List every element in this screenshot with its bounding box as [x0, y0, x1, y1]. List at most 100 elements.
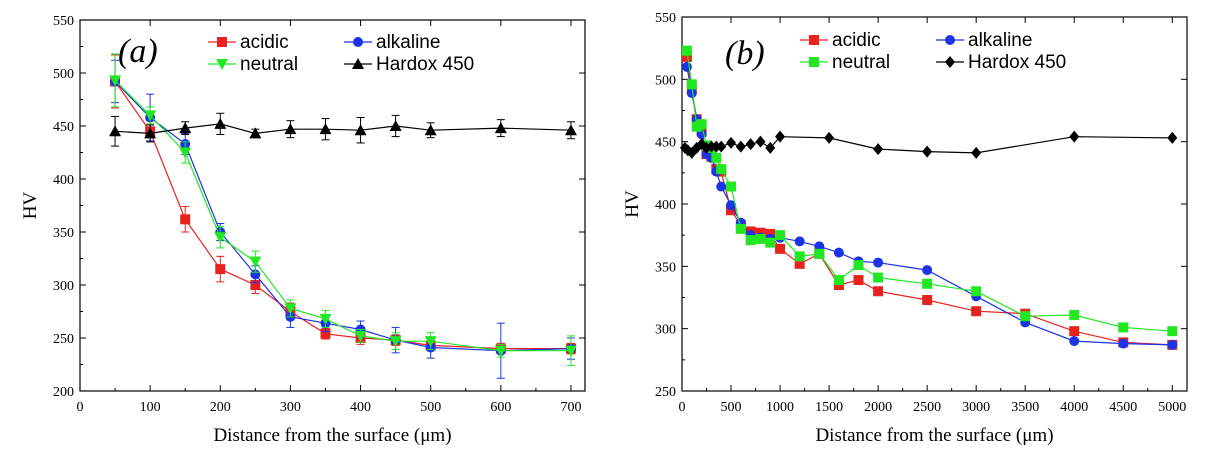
data-point	[1167, 339, 1178, 350]
data-point	[389, 336, 402, 348]
data-point	[249, 256, 262, 268]
data-point	[765, 237, 776, 248]
panel-label: (b)	[725, 35, 765, 72]
data-point	[745, 138, 756, 151]
plot-frame	[79, 19, 586, 392]
data-point	[735, 140, 746, 153]
y-tick-label: 300	[655, 323, 676, 338]
chart-panel-b: 0 500 1000 1500 2000 2500 3000 3500 4000 4500 5000…	[622, 11, 1188, 446]
x-tick-label: 2000	[864, 400, 892, 415]
data-point	[180, 214, 191, 225]
data-point	[922, 265, 933, 276]
data-point	[214, 117, 227, 129]
data-point	[755, 135, 766, 148]
y-tick-label: 300	[53, 279, 74, 294]
data-point	[1069, 309, 1080, 320]
plot-frame	[681, 16, 1188, 392]
series-acidic	[110, 54, 576, 355]
data-point	[1069, 336, 1080, 347]
panel-label: (a)	[118, 33, 158, 70]
y-tick-label: 400	[53, 173, 74, 188]
data-point	[922, 278, 933, 289]
y-axis-title: HV	[622, 190, 643, 218]
x-axis-title: Distance from the surface (μm)	[815, 425, 1053, 446]
data-point	[1069, 130, 1080, 143]
legend-label: acidic	[240, 32, 289, 53]
data-point	[686, 79, 697, 90]
data-point	[1167, 326, 1178, 337]
legend-label: neutral	[240, 54, 298, 75]
data-point	[681, 45, 692, 56]
data-point	[250, 280, 261, 290]
data-point	[726, 181, 737, 192]
data-point	[249, 127, 262, 139]
legend-label: alkaline	[968, 30, 1032, 51]
data-point	[853, 275, 864, 286]
data-point	[755, 233, 766, 244]
data-point	[794, 258, 805, 269]
series-alkaline	[110, 59, 576, 379]
data-point	[726, 136, 737, 149]
series-hardox-450	[679, 130, 1178, 159]
data-point	[922, 294, 933, 305]
series-line	[114, 81, 572, 352]
data-point	[109, 75, 122, 87]
y-tick-label: 250	[53, 332, 74, 347]
data-point	[814, 248, 825, 259]
x-tick-label: 400	[350, 400, 371, 415]
x-tick-label: 500	[420, 400, 441, 415]
data-point	[711, 152, 722, 163]
data-point	[922, 145, 933, 158]
data-point	[716, 140, 727, 153]
data-point	[144, 127, 157, 139]
legend-marker	[809, 35, 819, 45]
legend-marker	[945, 35, 955, 45]
y-tick-label: 550	[53, 14, 74, 29]
y-tick-label: 200	[53, 385, 74, 400]
data-point	[686, 88, 697, 99]
series-line	[114, 79, 571, 352]
data-point	[794, 236, 805, 247]
legend-label: alkaline	[376, 32, 440, 53]
legend-marker	[353, 37, 363, 47]
x-axis-title: Distance from the surface (μm)	[213, 425, 451, 446]
series-line	[115, 123, 572, 135]
legend-marker	[809, 57, 819, 67]
data-point	[354, 124, 367, 136]
series-line	[114, 81, 571, 350]
data-point	[873, 257, 884, 268]
data-point	[775, 243, 786, 254]
data-point	[354, 330, 367, 342]
data-point	[389, 120, 402, 131]
data-point	[1020, 311, 1031, 322]
data-point	[319, 123, 332, 135]
data-point	[824, 131, 835, 144]
series-hardox-450	[109, 112, 577, 147]
data-point	[794, 251, 805, 262]
y-tick-label: 350	[655, 260, 676, 275]
y-tick-label: 500	[655, 73, 676, 88]
data-point	[971, 306, 982, 317]
series-neutral	[109, 53, 577, 367]
series-alkaline	[681, 61, 1178, 350]
data-point	[873, 286, 884, 297]
data-point	[853, 260, 864, 271]
x-tick-label: 700	[560, 400, 581, 415]
x-tick-label: 1500	[815, 400, 843, 415]
data-point	[726, 200, 737, 211]
data-point	[696, 119, 707, 130]
legend: acidic alkaline neutral Hardox 450	[208, 32, 474, 75]
data-point	[214, 232, 227, 244]
y-tick-label: 500	[53, 67, 74, 82]
series-neutral	[681, 45, 1178, 337]
y-tick-label: 450	[655, 136, 676, 151]
data-point	[735, 223, 746, 234]
x-tick-label: 0	[77, 400, 84, 415]
x-tick-label: 2500	[913, 400, 941, 415]
data-point	[284, 123, 297, 135]
data-point	[179, 147, 192, 159]
x-tick-label: 3500	[1011, 400, 1039, 415]
data-point	[765, 141, 776, 154]
data-point	[873, 272, 884, 283]
chart-panel-a: 0 100 200 300 400 500 600 700 200 250 300 350 400 450…	[20, 14, 586, 446]
